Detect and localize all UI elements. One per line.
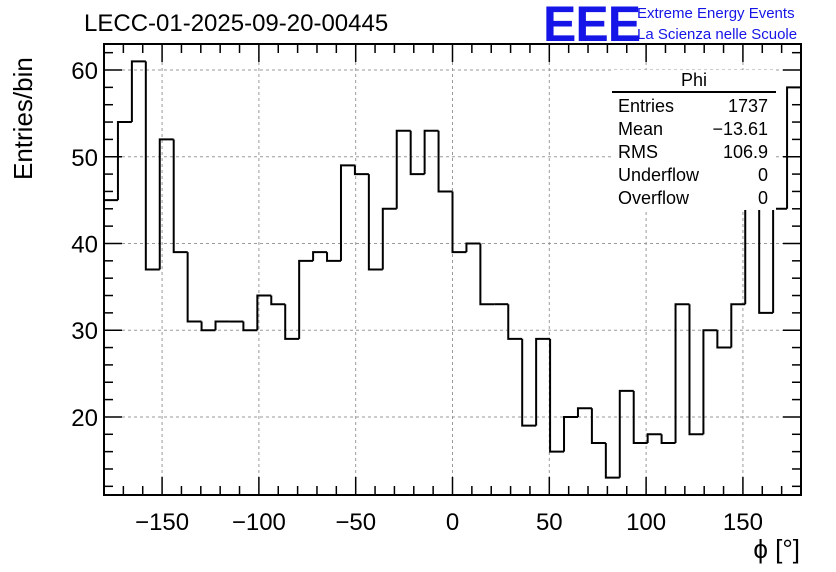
histogram-bin <box>632 390 648 444</box>
stats-label: Mean <box>618 119 664 139</box>
histogram-bin <box>298 259 314 339</box>
histogram-bin <box>465 242 481 253</box>
x-tick-label: 50 <box>536 509 563 536</box>
stats-title: Phi <box>680 70 707 90</box>
y-tick-label: 40 <box>71 231 98 258</box>
stats-label: Entries <box>618 96 675 116</box>
histogram-bin <box>367 174 383 271</box>
logo-line-1: Extreme Energy Events <box>637 5 795 22</box>
histogram-bin <box>451 191 467 254</box>
chart-title: LECC-01-2025-09-20-00445 <box>84 10 389 37</box>
histogram-bin <box>339 164 355 261</box>
histogram-bin <box>590 408 606 444</box>
y-tick-label: 20 <box>71 405 98 432</box>
x-tick-label: −150 <box>135 509 189 536</box>
histogram-bin <box>772 207 788 313</box>
stats-row-underflow: Underflow 0 <box>612 164 776 187</box>
stats-value: 1737 <box>727 96 768 116</box>
stats-row-overflow: Overflow 0 <box>612 187 776 210</box>
stats-value: 106.9 <box>722 142 768 162</box>
histogram-bin <box>702 329 718 435</box>
stats-row-entries: Entries 1737 <box>612 95 776 118</box>
histogram-bin <box>730 303 746 348</box>
stats-box: Phi Entries 1737 Mean −13.61 RMS 106.9 U… <box>612 70 776 210</box>
histogram-bin <box>507 304 523 340</box>
y-tick-label: 50 <box>71 145 98 172</box>
histogram-bin <box>479 243 495 306</box>
histogram-bin <box>563 415 578 452</box>
histogram-bin <box>312 251 328 261</box>
histogram-bin <box>270 295 286 306</box>
histogram-bin <box>576 407 592 417</box>
histogram-bin <box>395 129 411 209</box>
histogram-bin <box>646 433 662 443</box>
histogram-bin <box>716 330 732 349</box>
histogram-bin <box>353 165 369 176</box>
x-tick-label: 0 <box>446 509 459 536</box>
stats-row-mean: Mean −13.61 <box>612 118 776 141</box>
histogram-bin <box>437 130 453 193</box>
stats-label: Overflow <box>618 188 690 208</box>
histogram-bin <box>144 61 160 271</box>
histogram-bin <box>256 294 272 331</box>
histogram-bin <box>381 207 397 270</box>
y-tick-label: 60 <box>71 58 98 85</box>
logo-line-2: La Scienza nelle Scuole <box>637 26 798 43</box>
x-tick-label: −50 <box>335 509 376 536</box>
x-tick-label: 100 <box>626 509 666 536</box>
eee-logo: EEE <box>543 0 641 52</box>
histogram-bin <box>284 304 300 340</box>
x-axis-label: ϕ [°] <box>753 534 800 564</box>
histogram-bin <box>158 138 174 270</box>
histogram-bin <box>409 130 425 176</box>
histogram-bin <box>618 389 634 478</box>
histogram-bin <box>521 338 537 427</box>
stats-row-rms: RMS 106.9 <box>612 141 776 164</box>
histogram-bin <box>186 252 202 323</box>
histogram-bin <box>549 338 565 453</box>
histogram-bin <box>326 252 341 262</box>
histogram-bin <box>423 129 439 175</box>
stats-value: 0 <box>757 165 768 185</box>
histogram-bin <box>758 182 774 314</box>
histogram-bin <box>172 139 188 254</box>
stats-value: 0 <box>757 188 768 208</box>
histogram-bin <box>116 121 132 201</box>
histogram-bin <box>688 304 704 436</box>
histogram-bin <box>130 60 146 123</box>
histogram-bin <box>674 303 690 443</box>
histogram-bin <box>660 434 676 444</box>
histogram-bin <box>604 442 620 479</box>
y-tick-label: 30 <box>71 318 98 345</box>
histogram-bin <box>242 321 258 332</box>
y-axis-label: Entries/bin <box>8 57 38 180</box>
x-tick-label: 150 <box>723 509 763 536</box>
stats-label: RMS <box>618 142 658 162</box>
stats-divider <box>612 91 776 93</box>
stats-label: Underflow <box>618 165 700 185</box>
histogram-bin <box>214 320 230 331</box>
histogram-bin <box>535 337 551 426</box>
histogram-bin <box>200 321 216 332</box>
stats-value: −13.61 <box>712 119 768 139</box>
x-tick-label: −100 <box>232 509 286 536</box>
